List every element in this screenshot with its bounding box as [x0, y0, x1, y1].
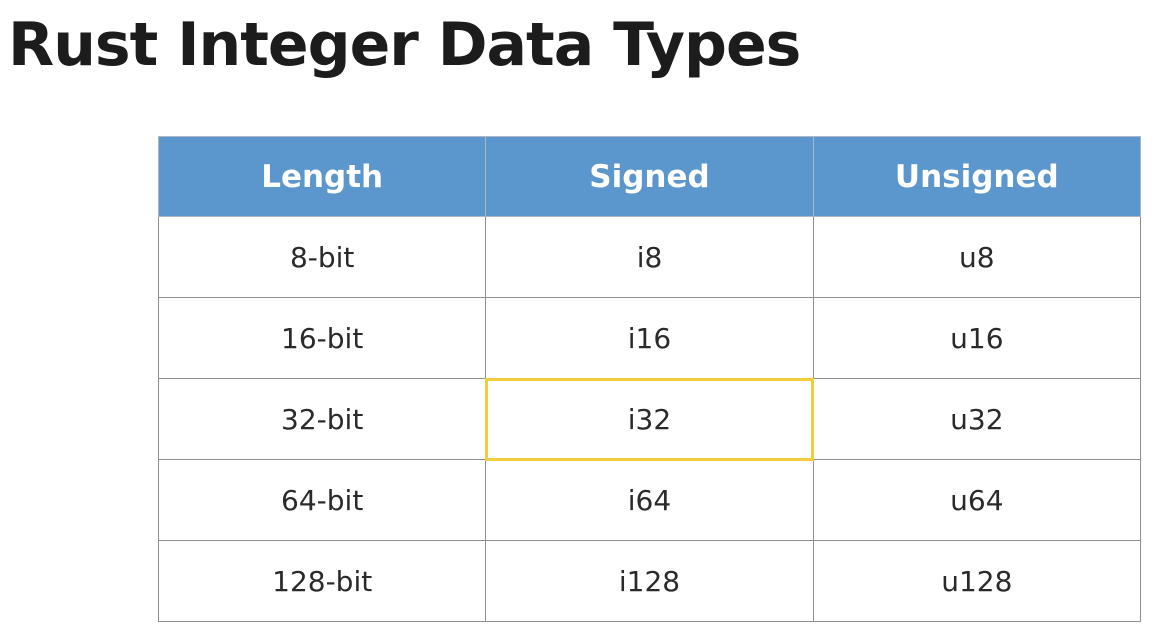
table-row: 16-bit i16 u16 [157, 297, 1142, 379]
header-signed: Signed [485, 136, 814, 217]
length-cell: 128-bit [157, 540, 487, 622]
signed-cell: i64 [485, 459, 814, 541]
unsigned-cell: u16 [812, 297, 1142, 379]
signed-cell: i128 [485, 540, 814, 622]
header-unsigned: Unsigned [812, 136, 1142, 217]
length-cell: 16-bit [157, 297, 487, 379]
page-title: Rust Integer Data Types [8, 10, 801, 80]
table-row: 128-bit i128 u128 [157, 540, 1142, 622]
signed-cell-highlighted: i32 [484, 377, 815, 461]
unsigned-cell: u128 [812, 540, 1142, 622]
signed-cell: i8 [485, 216, 814, 298]
integer-types-table: Length Signed Unsigned 8-bit i8 u8 16-bi… [157, 136, 1142, 622]
header-length: Length [157, 136, 487, 217]
table-row: 32-bit i32 u32 [157, 377, 1142, 461]
unsigned-cell: u8 [812, 216, 1142, 298]
unsigned-cell: u64 [812, 459, 1142, 541]
length-cell: 8-bit [157, 216, 487, 298]
unsigned-cell: u32 [812, 378, 1142, 460]
table-row: 64-bit i64 u64 [157, 459, 1142, 541]
length-cell: 32-bit [157, 378, 487, 460]
signed-cell: i16 [485, 297, 814, 379]
table-header-row: Length Signed Unsigned [157, 136, 1142, 217]
table-row: 8-bit i8 u8 [157, 216, 1142, 298]
length-cell: 64-bit [157, 459, 487, 541]
